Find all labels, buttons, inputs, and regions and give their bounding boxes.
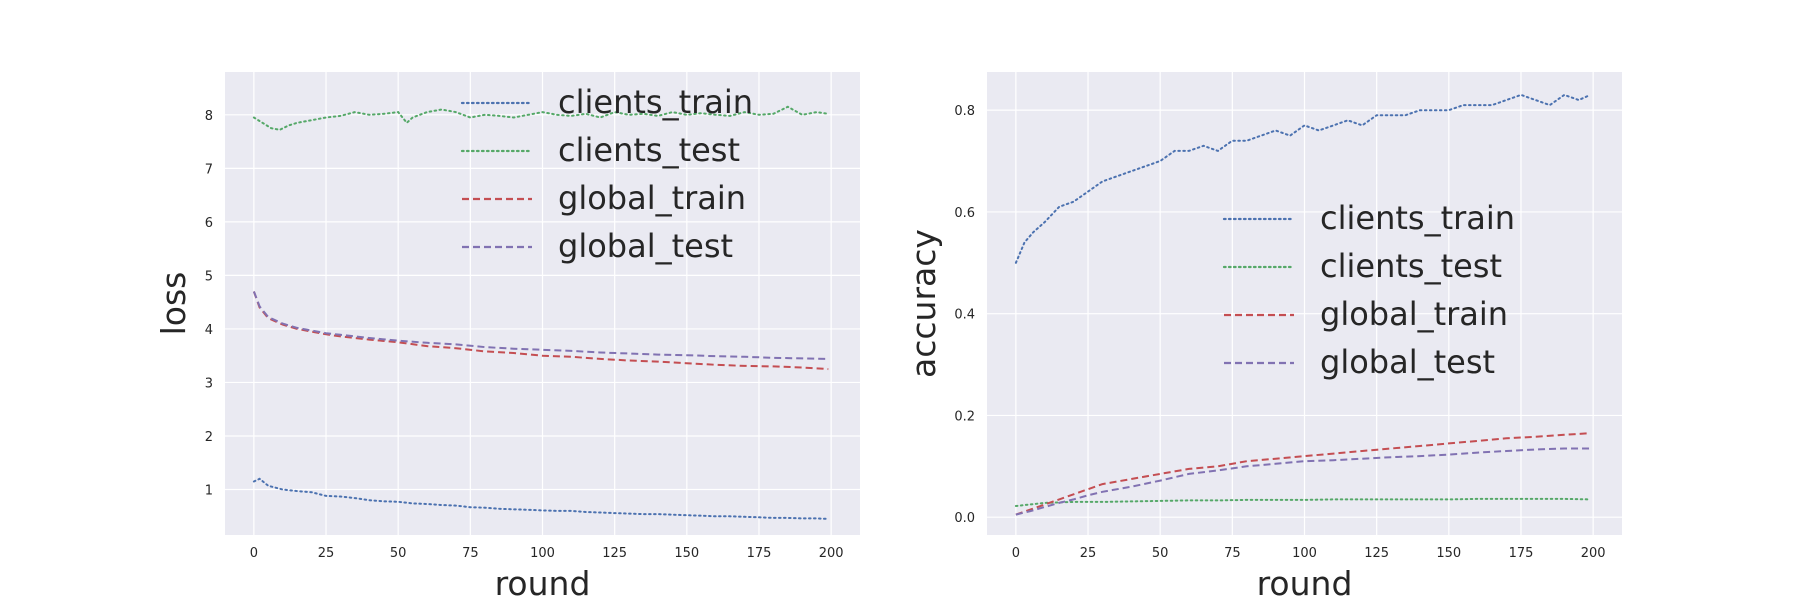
loss-x-tick-label: 75 (462, 546, 479, 561)
loss-x-tick-label: 50 (390, 546, 407, 561)
loss-x-tick-label: 25 (318, 546, 335, 561)
loss-y-tick-label: 7 (205, 162, 213, 177)
loss-x-tick-label: 175 (747, 546, 772, 561)
accuracy-legend-label: clients_test (1320, 247, 1502, 285)
loss-y-tick-label: 2 (205, 430, 213, 445)
loss-chart: 0 25 50 75 100 125 150 175 200 1 2 3 4 5 6 7 8 round los… (154, 72, 860, 600)
loss-x-tick-label: 200 (819, 546, 844, 561)
accuracy-y-tick-label: 0.8 (954, 104, 975, 119)
loss-y-tick-label: 8 (205, 109, 213, 124)
accuracy-x-tick-label: 75 (1224, 546, 1241, 561)
accuracy-y-axis-label: accuracy (904, 229, 943, 378)
accuracy-x-tick-label: 25 (1080, 546, 1097, 561)
loss-y-tick-label: 6 (205, 216, 213, 231)
loss-legend-label: clients_train (558, 83, 753, 121)
accuracy-legend-label: global_train (1320, 295, 1508, 333)
accuracy-x-tick-label: 100 (1292, 546, 1317, 561)
loss-y-tick-label: 1 (205, 484, 213, 499)
loss-y-axis-label: loss (154, 272, 193, 336)
loss-x-tick-label: 100 (530, 546, 555, 561)
accuracy-legend-label: clients_train (1320, 199, 1515, 237)
accuracy-y-tick-label: 0.4 (954, 308, 975, 323)
loss-legend-label: global_test (558, 227, 733, 265)
loss-y-tick-label: 4 (205, 323, 213, 338)
loss-x-axis-label: round (495, 564, 591, 600)
accuracy-x-tick-label: 50 (1152, 546, 1169, 561)
accuracy-y-tick-label: 0.6 (954, 206, 975, 221)
accuracy-x-tick-label: 0 (1012, 546, 1020, 561)
accuracy-y-tick-label: 0.2 (954, 409, 975, 424)
loss-x-tick-label: 0 (250, 546, 258, 561)
accuracy-legend-label: global_test (1320, 343, 1495, 381)
loss-y-tick-label: 5 (205, 269, 213, 284)
loss-x-tick-label: 125 (602, 546, 627, 561)
accuracy-y-tick-label: 0.0 (954, 511, 975, 526)
loss-legend-label: clients_test (558, 131, 740, 169)
accuracy-x-tick-label: 175 (1509, 546, 1534, 561)
loss-x-tick-label: 150 (674, 546, 699, 561)
loss-y-tick-label: 3 (205, 376, 213, 391)
accuracy-chart: 0 25 50 75 100 125 150 175 200 0.0 0.2 0.4 0.6 0.8 ro… (904, 72, 1622, 600)
loss-legend-label: global_train (558, 179, 746, 217)
accuracy-x-tick-label: 150 (1436, 546, 1461, 561)
accuracy-x-tick-label: 125 (1364, 546, 1389, 561)
accuracy-x-axis-label: round (1257, 564, 1353, 600)
accuracy-x-tick-label: 200 (1581, 546, 1606, 561)
